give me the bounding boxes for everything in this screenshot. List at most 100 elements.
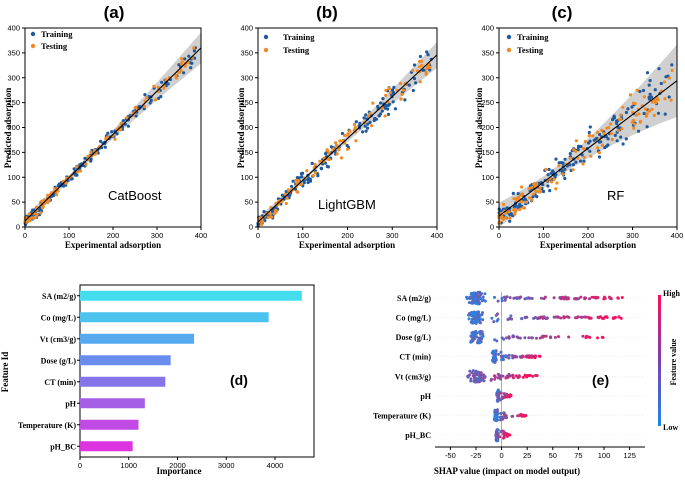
training-point [508,219,512,223]
shap-point [513,296,517,300]
x-tick-label: -25 [471,451,482,460]
feature-label: SA (m2/g) [42,292,76,301]
testing-point [162,86,166,90]
x-axis-label-d: Importance [157,466,202,476]
feature-label: Dose (g/L) [41,356,77,365]
importance-bar [80,312,269,323]
training-point [361,130,365,134]
y-tick-label: 0 [16,223,20,232]
testing-point [259,222,264,226]
shap-colorbar [658,295,661,426]
training-point [560,160,564,165]
colorbar-high-label: High [663,289,680,298]
testing-point [620,127,624,131]
shap-point [520,317,524,321]
testing-point [366,114,371,118]
shap-point [614,315,617,319]
shap-point [496,317,500,321]
y-tick-label: 300 [481,73,494,82]
testing-point [621,105,625,109]
legend-marker-testing-a [30,43,36,49]
testing-point [260,219,264,223]
training-point [587,130,591,135]
training-point [364,113,368,117]
importance-bar [80,355,171,366]
shap-feature-label: Vt (cm3/g) [395,372,432,381]
y-tick-label: 100 [7,173,20,182]
x-tick-label: 25 [523,451,531,460]
training-point [630,105,634,109]
training-point [517,204,521,209]
testing-point [383,114,387,118]
x-tick-label: 300 [151,231,164,240]
training-point [187,54,191,58]
testing-point [572,148,576,152]
y-tick-label: 400 [481,24,494,33]
testing-point [326,149,330,153]
shap-point [510,354,514,358]
legend-testing-a: Testing [41,41,68,51]
testing-point [39,211,43,215]
training-point [189,66,193,70]
training-point [657,67,661,71]
testing-point [384,88,388,92]
shap-point [609,297,613,301]
testing-point [299,182,303,187]
shap-point [588,316,592,320]
shap-point [565,315,569,319]
importance-bar [80,398,145,409]
training-point [386,112,391,116]
testing-point [634,113,639,117]
training-point [624,137,628,141]
shap-point [477,336,481,340]
shap-point [470,314,474,318]
testing-point [610,137,614,142]
x-tick-label: 125 [623,451,636,460]
shap-point [492,349,496,353]
training-point [72,167,76,171]
testing-point [642,95,647,99]
shap-point [535,374,539,378]
panel-label-d: (d) [230,372,248,388]
shap-point [503,395,507,399]
testing-point [56,189,60,193]
training-point [366,126,370,130]
training-point [329,145,333,149]
testing-point [180,57,184,61]
testing-point [651,100,655,104]
testing-point [78,169,82,173]
shap-point [605,315,609,319]
y-tick-label: 350 [7,48,20,57]
testing-point [417,65,422,69]
shap-point [490,377,493,381]
training-point [579,159,583,163]
shap-point [594,296,598,300]
y-tick-label: 250 [7,98,20,107]
shap-point [511,373,515,377]
testing-point [512,208,516,212]
testing-point [346,133,350,137]
shap-point [511,376,515,380]
training-point [576,145,581,149]
feature-importance-panel: SA (m2/g) Co (mg/L) Vt (cm3/g) Dose (g/L) CT… [0,284,315,476]
shap-point [496,376,500,380]
shap-point [505,295,509,299]
testing-point [368,111,372,115]
shap-point [503,393,507,397]
y-axis-label-b: Predicted adsorption [236,88,246,169]
feature-label: pH_BC [50,442,76,451]
training-point [121,119,125,123]
testing-point [638,120,643,124]
training-point [418,54,422,59]
training-point [75,173,79,177]
testing-point [501,217,505,222]
testing-point [527,187,531,191]
testing-point [524,200,529,204]
training-point [598,132,602,137]
shap-point [481,376,485,380]
testing-point [568,156,572,160]
shap-point [507,353,511,357]
testing-point [600,143,605,147]
y-tick-label: 200 [240,123,253,132]
